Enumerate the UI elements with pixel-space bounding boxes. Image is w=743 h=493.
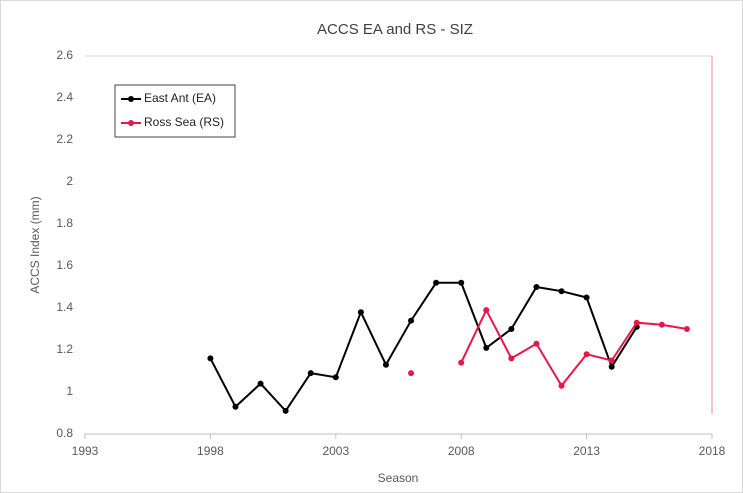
legend-label: East Ant (EA) bbox=[144, 91, 216, 105]
y-tick-label: 2.4 bbox=[56, 90, 73, 104]
point bbox=[558, 288, 565, 295]
point bbox=[583, 351, 590, 358]
point bbox=[533, 284, 540, 290]
y-tick-label: 2 bbox=[66, 174, 73, 188]
series-line bbox=[209, 281, 638, 413]
point bbox=[382, 361, 389, 368]
point bbox=[508, 326, 515, 332]
x-tick-label: 2008 bbox=[448, 444, 475, 458]
y-tick-label: 1.8 bbox=[56, 216, 73, 230]
x-tick-label: 1993 bbox=[72, 444, 99, 458]
point bbox=[257, 380, 264, 387]
x-tick-label: 2003 bbox=[322, 444, 349, 458]
point bbox=[458, 359, 465, 366]
point bbox=[332, 374, 339, 381]
y-axis-label: ACCS Index (mm) bbox=[28, 196, 42, 293]
y-tick-label: 0.8 bbox=[56, 426, 73, 440]
point bbox=[282, 407, 289, 414]
point bbox=[633, 319, 640, 326]
point bbox=[483, 344, 490, 351]
chart-title: ACCS EA and RS - SIZ bbox=[317, 21, 473, 38]
point bbox=[207, 355, 214, 362]
y-tick-label: 2.6 bbox=[56, 48, 73, 62]
point bbox=[307, 370, 314, 377]
y-tick-label: 1.6 bbox=[56, 258, 73, 272]
point bbox=[533, 340, 540, 347]
point bbox=[558, 382, 565, 389]
legend-label: Ross Sea (RS) bbox=[144, 115, 224, 129]
legend-box bbox=[114, 84, 236, 138]
legend-marker bbox=[128, 120, 134, 126]
x-tick-label: 1998 bbox=[197, 444, 224, 458]
y-tick-label: 1 bbox=[66, 384, 73, 398]
series-line bbox=[460, 307, 688, 388]
point bbox=[658, 321, 665, 328]
point bbox=[583, 294, 590, 301]
point bbox=[357, 309, 364, 316]
x-tick-label: 2018 bbox=[699, 444, 726, 458]
point bbox=[608, 357, 615, 364]
y-tick-label: 1.4 bbox=[56, 300, 73, 314]
point bbox=[683, 326, 690, 332]
y-tick-label: 1.2 bbox=[56, 342, 73, 356]
point bbox=[483, 307, 490, 314]
point bbox=[458, 279, 465, 286]
legend-marker bbox=[128, 96, 134, 102]
y-tick-label: 2.2 bbox=[56, 132, 73, 146]
point bbox=[433, 279, 440, 286]
point bbox=[608, 363, 615, 370]
point bbox=[408, 317, 415, 324]
point bbox=[232, 403, 239, 410]
point bbox=[508, 355, 515, 362]
x-tick-label: 2013 bbox=[573, 444, 600, 458]
x-axis-label: Season bbox=[378, 471, 419, 485]
point bbox=[408, 370, 415, 377]
